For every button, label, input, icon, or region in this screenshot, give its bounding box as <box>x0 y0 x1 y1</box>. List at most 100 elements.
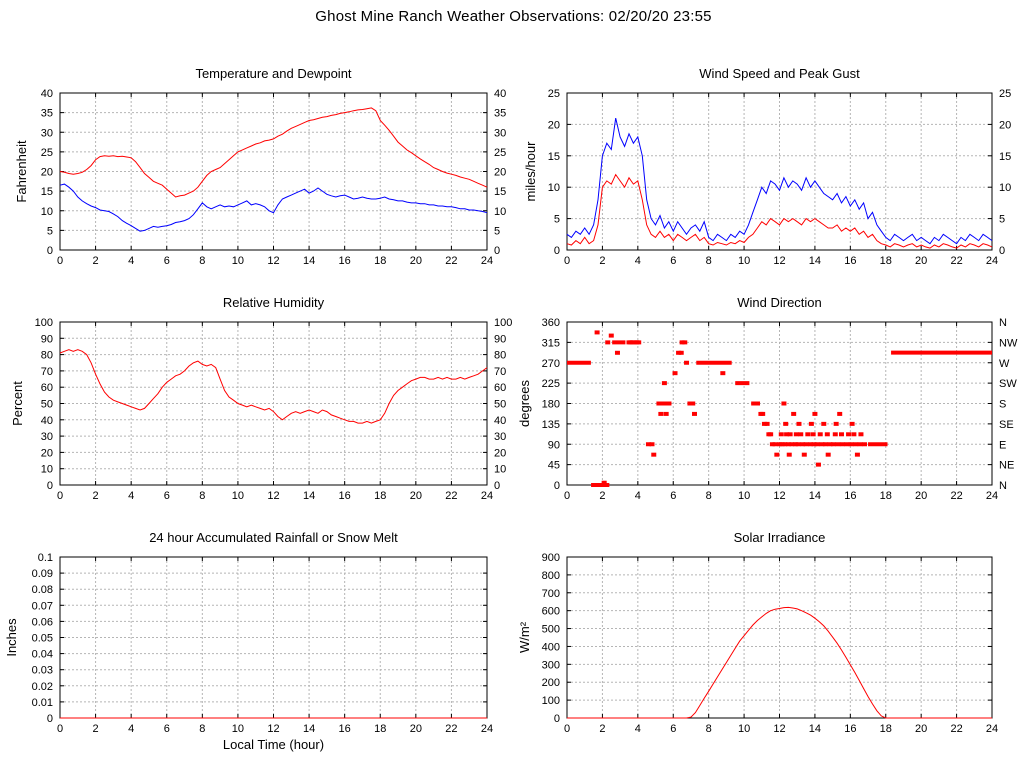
y-tick-label-right: 15 <box>494 186 506 198</box>
x-tick-label: 24 <box>986 490 998 502</box>
y-tick-label-right: 10 <box>999 182 1011 194</box>
direction-dot <box>672 371 678 376</box>
direction-dot <box>832 432 838 437</box>
y-tick-label-right: 10 <box>494 206 506 218</box>
y-tick-label: 40 <box>41 415 53 427</box>
y-tick-label: 0.06 <box>32 616 53 628</box>
x-tick-label: 20 <box>410 723 422 735</box>
direction-dot <box>678 350 684 355</box>
direction-dot <box>817 432 823 437</box>
direction-dot <box>857 442 863 447</box>
x-tick-label: 8 <box>199 490 205 502</box>
compass-label: SW <box>999 378 1017 390</box>
x-tick-label: 16 <box>844 490 856 502</box>
y-tick-label: 0.04 <box>32 649 53 661</box>
direction-dot <box>783 421 789 426</box>
y-tick-label: 90 <box>548 439 560 451</box>
direction-dot <box>807 442 813 447</box>
x-tick-label: 0 <box>57 255 63 267</box>
x-tick-label: 14 <box>809 255 821 267</box>
y-tick-label: 20 <box>548 119 560 131</box>
direction-dot <box>862 442 867 447</box>
x-tick-label: 2 <box>93 255 99 267</box>
direction-dot <box>645 442 651 447</box>
direction-dot <box>781 401 787 406</box>
direction-dot <box>811 442 817 447</box>
x-tick-label: 12 <box>773 723 785 735</box>
direction-dot <box>595 483 601 487</box>
y-tick-label: 15 <box>548 151 560 163</box>
x-tick-label: 16 <box>339 255 351 267</box>
y-axis-label: Inches <box>4 618 19 657</box>
direction-dot <box>782 442 788 447</box>
x-tick-label: 0 <box>564 723 570 735</box>
direction-dot <box>821 421 827 426</box>
x-tick-label: 20 <box>915 255 927 267</box>
direction-dot <box>605 340 611 345</box>
x-tick-label: 6 <box>164 490 170 502</box>
y-tick-label: 0.02 <box>32 681 53 693</box>
compass-label: N <box>999 480 1007 492</box>
x-tick-label: 24 <box>986 723 998 735</box>
direction-dot <box>846 432 852 437</box>
x-tick-label: 0 <box>564 255 570 267</box>
y-tick-label: 40 <box>41 88 53 100</box>
x-tick-label: 22 <box>445 490 457 502</box>
x-tick-label: 10 <box>232 723 244 735</box>
x-tick-label: 0 <box>564 490 570 502</box>
direction-dot <box>661 381 667 386</box>
x-tick-label: 14 <box>303 723 315 735</box>
direction-dot <box>628 340 634 345</box>
compass-label: NE <box>999 460 1014 472</box>
direction-dot <box>815 442 821 447</box>
direction-dot <box>760 411 766 416</box>
x-tick-label: 18 <box>374 723 386 735</box>
y-tick-label-right: 70 <box>494 366 506 378</box>
direction-dot <box>808 421 814 426</box>
y-tick-label: 90 <box>41 333 53 345</box>
direction-dot <box>772 442 778 447</box>
x-tick-label: 20 <box>915 723 927 735</box>
x-tick-label: 8 <box>199 255 205 267</box>
x-tick-label: 20 <box>410 490 422 502</box>
x-tick-label: 4 <box>128 255 134 267</box>
direction-dot <box>801 452 807 457</box>
direction-dot <box>851 432 857 437</box>
chart-title: Wind Direction <box>737 295 822 310</box>
direction-dot <box>684 360 690 365</box>
direction-dot <box>682 340 688 345</box>
x-tick-label: 22 <box>445 255 457 267</box>
x-tick-label: 6 <box>670 490 676 502</box>
direction-dot <box>785 442 791 447</box>
y-tick-label: 100 <box>542 695 560 707</box>
y-tick-label: 30 <box>41 431 53 443</box>
x-tick-label: 6 <box>164 255 170 267</box>
y-tick-label: 800 <box>542 570 560 582</box>
x-tick-label: 16 <box>844 255 856 267</box>
direction-dot <box>608 333 614 338</box>
x-tick-label: 8 <box>706 490 712 502</box>
y-tick-label: 20 <box>41 167 53 179</box>
chart-rainfall: 0 2 4 6 8 10 12 14 16 18 20 22 2400.010.020.030.040.… <box>4 530 493 752</box>
direction-dot <box>825 452 831 457</box>
y-tick-label: 15 <box>41 186 53 198</box>
y-tick-label-right: 35 <box>494 108 506 120</box>
x-tick-label: 8 <box>706 723 712 735</box>
y-tick-label: 500 <box>542 624 560 636</box>
direction-dot <box>789 442 795 447</box>
y-tick-label: 300 <box>542 659 560 671</box>
x-tick-label: 18 <box>374 490 386 502</box>
y-axis-label: Percent <box>10 381 25 426</box>
x-tick-label: 2 <box>93 723 99 735</box>
direction-dot <box>679 340 685 345</box>
x-tick-label: 22 <box>950 255 962 267</box>
direction-dot <box>798 432 804 437</box>
y-tick-label: 25 <box>41 147 53 159</box>
x-tick-label: 12 <box>773 490 785 502</box>
series-solar <box>567 606 992 719</box>
x-tick-label: 0 <box>57 723 63 735</box>
y-tick-label: 70 <box>41 366 53 378</box>
